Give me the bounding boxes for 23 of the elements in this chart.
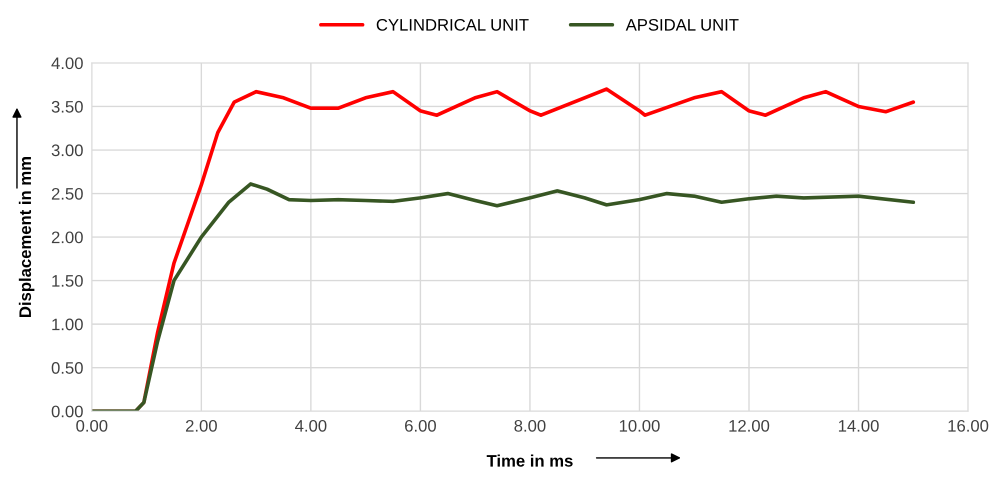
y-tick-label: 3.00: [52, 144, 83, 156]
x-tick-label: 16.00: [948, 420, 988, 432]
x-tick-label: 10.00: [620, 420, 660, 432]
legend-label: APSIDAL UNIT: [626, 18, 739, 31]
x-tick-label: 2.00: [186, 420, 217, 432]
x-tick-label: 8.00: [514, 420, 546, 432]
y-tick-label: 3.50: [52, 100, 83, 113]
x-tick-label: 12.00: [729, 420, 770, 432]
line-series: [92, 182, 916, 412]
y-tick-label: 2.50: [52, 188, 83, 200]
y-tick-label: 0.00: [52, 406, 83, 418]
y-tick-label: 1.00: [52, 318, 83, 330]
y-axis-title: Displacement in mm: [18, 157, 34, 317]
x-tick-label: 6.00: [405, 420, 436, 432]
x-tick-label: 0.00: [76, 420, 108, 432]
y-tick-label: 1.50: [52, 274, 83, 287]
x-tick-label: 4.00: [295, 420, 326, 432]
y-tick-label: 4.00: [51, 57, 83, 70]
y-tick-label: 0.50: [52, 362, 83, 374]
x-axis-title: Time in ms: [486, 454, 573, 467]
x-tick-label: 14.00: [838, 420, 879, 432]
legend-label: CYLINDRICAL UNIT: [376, 18, 529, 31]
y-tick-label: 2.00: [52, 231, 83, 244]
